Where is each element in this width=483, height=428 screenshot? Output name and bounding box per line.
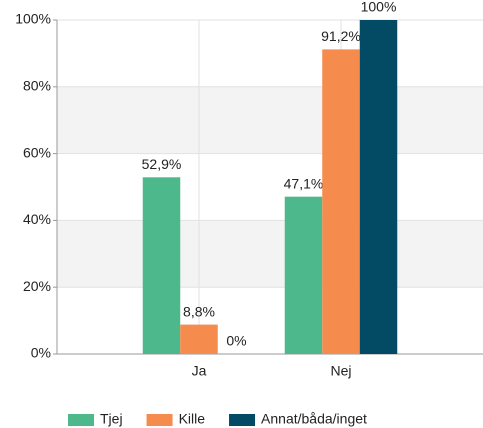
grid-band xyxy=(57,86,483,154)
x-tick-label: Nej xyxy=(330,363,351,379)
legend-swatch xyxy=(68,414,94,426)
bar xyxy=(180,324,218,354)
grid-band xyxy=(57,220,483,288)
bar xyxy=(322,49,360,354)
bar xyxy=(142,177,181,354)
legend-label: Tjej xyxy=(100,411,123,427)
y-tick-label: 60% xyxy=(23,144,51,160)
y-tick-label: 20% xyxy=(23,278,51,294)
value-label: 91,2% xyxy=(321,28,361,44)
value-label: 100% xyxy=(361,0,397,15)
value-label: 0% xyxy=(226,333,246,349)
legend-label: Annat/båda/inget xyxy=(261,411,367,427)
y-tick-label: 100% xyxy=(15,11,51,27)
y-tick-label: 0% xyxy=(31,345,51,361)
value-label: 47,1% xyxy=(284,175,324,191)
y-tick-label: 80% xyxy=(23,78,51,94)
x-tick-label: Ja xyxy=(192,363,207,379)
legend-label: Kille xyxy=(179,411,206,427)
value-label: 8,8% xyxy=(183,303,215,319)
bar xyxy=(359,20,398,354)
y-tick-label: 40% xyxy=(23,211,51,227)
legend-swatch xyxy=(146,414,173,426)
legend-swatch xyxy=(229,414,256,426)
value-label: 52,9% xyxy=(142,156,182,172)
bar xyxy=(284,196,323,354)
